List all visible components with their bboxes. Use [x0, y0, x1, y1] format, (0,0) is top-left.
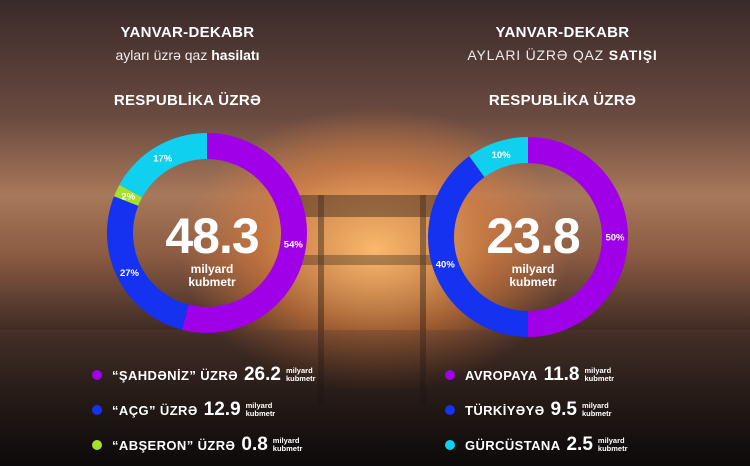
legend-item-gurcustan: GÜRCÜSTANA 2.5 milyard kubmetr	[445, 434, 628, 456]
legend-item-absheron: “ABŞERON” ÜZRƏ 0.8 milyard kubmetr	[92, 434, 302, 456]
production-panel: YANVAR-DEKABR ayları üzrə qaz hasilatı R…	[92, 24, 316, 456]
legend-dot	[445, 440, 455, 450]
donut-slice-label-3: 17%	[153, 154, 173, 165]
production-title: YANVAR-DEKABR	[120, 24, 255, 41]
donut-slice-label-1: 27%	[120, 268, 140, 279]
donut-slice-label-1: 40%	[436, 259, 456, 270]
donut-slice-1	[428, 156, 528, 337]
donut-slice-label-0: 50%	[605, 233, 625, 244]
legend-item-turkiye: TÜRKİYƏYƏ 9.5 milyard kubmetr	[445, 399, 612, 421]
legend-dot	[92, 405, 102, 415]
legend-item-acg: “AÇG” ÜZRƏ 12.9 milyard kubmetr	[92, 399, 275, 421]
sales-title: YANVAR-DEKABR	[495, 24, 630, 41]
sales-donut-chart: 50% 40% 10%	[428, 137, 628, 337]
production-subtitle: ayları üzrə qaz hasilatı	[115, 47, 260, 63]
production-total-unit: milyard kubmetr	[188, 262, 236, 289]
sales-subtitle: AYLARI ÜZRƏ QAZ SATIŞI	[467, 47, 658, 63]
sales-section-title: RESPUBLİKA ÜZRƏ	[488, 92, 637, 109]
donut-slice-label-0: 54%	[284, 239, 304, 250]
donut-slice-2	[469, 137, 528, 178]
donut-slice-0	[528, 137, 628, 337]
legend-dot	[445, 370, 455, 380]
production-total-value: 48.3	[165, 208, 259, 264]
legend-dot	[92, 370, 102, 380]
legend-item-avropa: AVROPAYA 11.8 milyard kubmetr	[445, 364, 614, 386]
production-section-title: RESPUBLİKA ÜZRƏ	[113, 92, 262, 109]
donut-slice-1	[106, 196, 189, 330]
legend-item-shahdeniz: “ŞAHDƏNİZ” ÜZRƏ 26.2 milyard kubmetr	[92, 364, 316, 386]
donut-slice-0	[182, 133, 307, 333]
donut-slice-3	[119, 133, 207, 198]
sales-total-unit: milyard kubmetr	[509, 262, 557, 289]
background-sea	[0, 330, 750, 466]
sales-total-value: 23.8	[486, 208, 580, 264]
donut-slice-label-2: 2%	[121, 191, 135, 202]
sales-panel: YANVAR-DEKABR AYLARI ÜZRƏ QAZ SATIŞI RES…	[375, 0, 750, 466]
legend-dot	[445, 405, 455, 415]
legend-dot	[92, 440, 102, 450]
donut-slice-label-2: 10%	[492, 150, 512, 161]
donut-slice-2	[114, 184, 143, 206]
production-donut-chart: 54% 27% 2% 17%	[106, 133, 307, 333]
